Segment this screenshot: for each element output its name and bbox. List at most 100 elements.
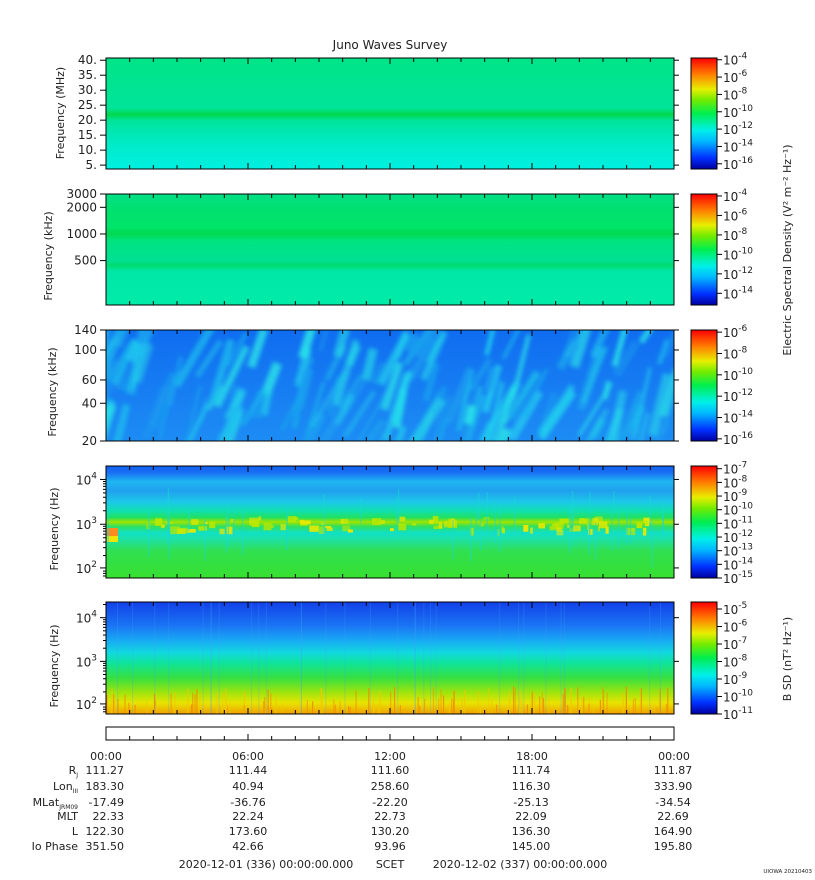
band-emission: [263, 523, 272, 531]
ephemeris-value: 42.66: [232, 840, 264, 853]
colorbar-tick-label: 10-12: [723, 121, 753, 137]
emission-streak: [394, 330, 410, 360]
vertical-streak: [479, 520, 482, 551]
impulse: [622, 692, 624, 714]
intense-patch: [107, 528, 118, 536]
ephemeris-value: 183.30: [86, 780, 125, 793]
ephemeris-value: 111.87: [654, 764, 693, 777]
emission-streak: [351, 418, 386, 441]
colorbar-2-scale: [690, 193, 718, 306]
impulse: [190, 704, 193, 714]
emission-streak: [538, 390, 577, 441]
chart-title: Juno Waves Survey: [332, 38, 448, 52]
emission-streak: [208, 338, 235, 405]
vertical-streak: [168, 518, 171, 560]
panel-5-ylabel: Frequency (Hz): [48, 625, 61, 708]
ephemeris-value: 93.96: [374, 840, 406, 853]
emission-streak: [413, 330, 449, 360]
colorbar-tick-label: 10-9: [723, 671, 748, 687]
band-emission: [342, 525, 351, 532]
colorbar-tick-label: 10-8: [723, 474, 748, 490]
emission-streak: [506, 369, 542, 421]
emission-streak: [224, 331, 249, 368]
vertical-streak: [233, 508, 235, 538]
band-emission: [187, 528, 196, 533]
impulse: [479, 707, 481, 714]
vertical-streak: [613, 491, 615, 514]
panel-3-xticks: [105, 330, 675, 441]
panel-2-heatmap: [106, 194, 674, 305]
broadband-impulse: [563, 602, 565, 714]
emission-streak: [422, 362, 440, 402]
ephemeris-value: 195.80: [654, 840, 693, 853]
ephemeris-value: 258.60: [371, 780, 410, 793]
impulse: [111, 688, 113, 714]
impulse: [453, 691, 455, 714]
band-emission: [550, 526, 554, 530]
band-emission: [573, 525, 581, 532]
band-emission: [429, 519, 434, 524]
ytick-label: 140: [74, 323, 97, 337]
broadband-impulse: [202, 602, 204, 714]
panel-5-xticks: [105, 602, 675, 714]
ephemeris-value: 130.20: [371, 825, 410, 838]
emission-streak: [406, 336, 438, 382]
emission-streak: [333, 330, 351, 358]
broadband-impulse: [344, 602, 346, 714]
colorbar-tick-label: 10-4: [723, 52, 748, 68]
emission-streak: [638, 418, 672, 441]
colorbar-tick-label: 10-10: [723, 104, 753, 120]
emission-streak: [659, 366, 674, 418]
impulse: [581, 696, 583, 714]
panel-3-lfr-low-spectrogram: 140 100 60 40 20 Frequency (kHz): [46, 323, 679, 448]
impulse: [464, 690, 466, 714]
emission-streak: [343, 390, 377, 438]
vertical-streak: [617, 507, 620, 549]
ytick-label: 2000: [66, 200, 97, 214]
impulse: [625, 686, 627, 714]
broadband-impulse: [154, 602, 156, 714]
emission-streak: [216, 404, 245, 441]
broadband-impulse: [649, 602, 651, 714]
colorbar-tick-label: 10-8: [723, 86, 748, 102]
panel-1-xticks: [105, 58, 675, 169]
broadband-impulse: [523, 602, 525, 714]
ytick-label: 20: [82, 434, 97, 448]
emission-streak: [247, 330, 269, 369]
vertical-streak: [227, 504, 230, 548]
band-emission: [347, 529, 353, 533]
impulse: [656, 707, 658, 714]
panel-4-e-lowfreq-spectrogram: 104 103 102 Frequency (Hz): [48, 465, 679, 579]
panel-5-b-spectrogram: 104 103 102 Frequency (Hz): [48, 601, 679, 715]
emission-streak: [463, 404, 477, 425]
colorbar-tick-label: 10-6: [723, 324, 748, 340]
ephemeris-value: -34.54: [655, 796, 690, 809]
band-emission: [560, 522, 564, 525]
vertical-streak: [494, 500, 496, 543]
impulse: [372, 690, 374, 714]
impulse: [448, 702, 451, 714]
ytick-label: 104: [76, 610, 97, 626]
emission-streak: [391, 425, 407, 441]
ytick-label: 1000: [66, 227, 97, 241]
emission-streak: [607, 390, 627, 441]
vertical-streak: [323, 493, 325, 536]
broadband-impulse: [132, 602, 134, 714]
band-emission: [191, 519, 199, 525]
ephemeris-row-name: MLT: [57, 810, 78, 823]
impulse: [225, 688, 227, 714]
band-emission: [319, 526, 325, 534]
ephemeris-value: 116.30: [512, 780, 551, 793]
emission-streak: [491, 386, 518, 441]
broadband-impulse: [369, 602, 371, 714]
ephemeris-value: 136.30: [512, 825, 551, 838]
band-emission: [270, 525, 274, 528]
time-label: 00:00: [658, 750, 690, 763]
impulse: [199, 692, 201, 714]
ephemeris-value: 22.73: [374, 810, 406, 823]
impulse: [243, 691, 245, 714]
